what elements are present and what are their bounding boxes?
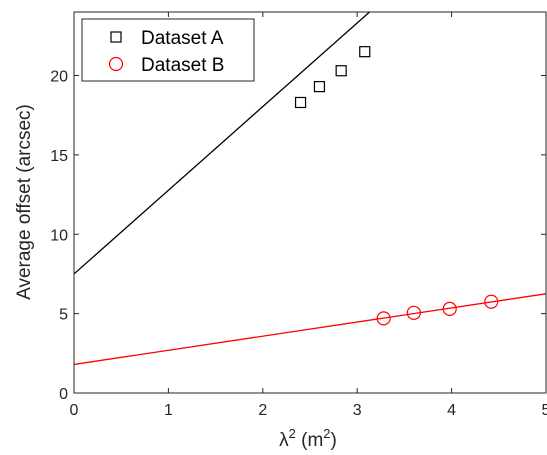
x-tick-label: 2 xyxy=(258,402,267,419)
x-tick-label: 5 xyxy=(542,402,547,419)
fit-lines xyxy=(74,12,546,366)
x-tick-label: 3 xyxy=(353,402,362,419)
y-tick-label: 15 xyxy=(50,148,68,165)
data-point-circle xyxy=(376,311,391,326)
x-axis-label-unit-open: (m xyxy=(296,430,323,451)
data-point-circle xyxy=(442,301,457,316)
x-axis-label: λ2 (m2) xyxy=(279,426,337,451)
x-axis: 0 1 2 3 4 5 xyxy=(70,12,547,419)
x-tick-label: 0 xyxy=(70,402,79,419)
fit-line-series-0 xyxy=(74,12,371,275)
data-point-circle xyxy=(406,305,421,320)
plot-frame xyxy=(73,11,547,394)
y-tick-label: 10 xyxy=(50,227,68,244)
data-point-square xyxy=(335,65,347,77)
y-tick-label: 0 xyxy=(59,386,68,403)
legend-box xyxy=(81,18,255,82)
legend-label-dataset-b: Dataset B xyxy=(141,55,224,76)
legend-marker-dataset-b xyxy=(108,56,124,72)
fit-line-series-1 xyxy=(74,293,546,366)
legend-marker-dataset-a xyxy=(110,31,122,43)
x-axis-label-base: λ xyxy=(279,430,289,451)
data-point-square xyxy=(313,81,326,93)
y-axis: 0 5 10 15 20 xyxy=(50,69,546,403)
y-tick-label: 5 xyxy=(59,307,68,324)
data-point-square xyxy=(294,96,307,109)
legend: Dataset A Dataset B xyxy=(81,18,255,82)
y-axis-label: Average offset (arcsec) xyxy=(14,104,35,300)
x-axis-label-unit-sup: 2 xyxy=(323,426,330,441)
data-point-square xyxy=(359,46,371,58)
x-tick-label: 4 xyxy=(447,402,456,419)
y-tick-label: 20 xyxy=(50,69,68,86)
data-point-circle xyxy=(484,294,499,309)
x-tick-label: 1 xyxy=(164,402,173,419)
x-axis-label-sup: 2 xyxy=(289,426,296,441)
legend-label-dataset-a: Dataset A xyxy=(141,28,224,49)
data-markers xyxy=(294,46,499,326)
x-axis-label-unit-close: ) xyxy=(331,430,337,451)
